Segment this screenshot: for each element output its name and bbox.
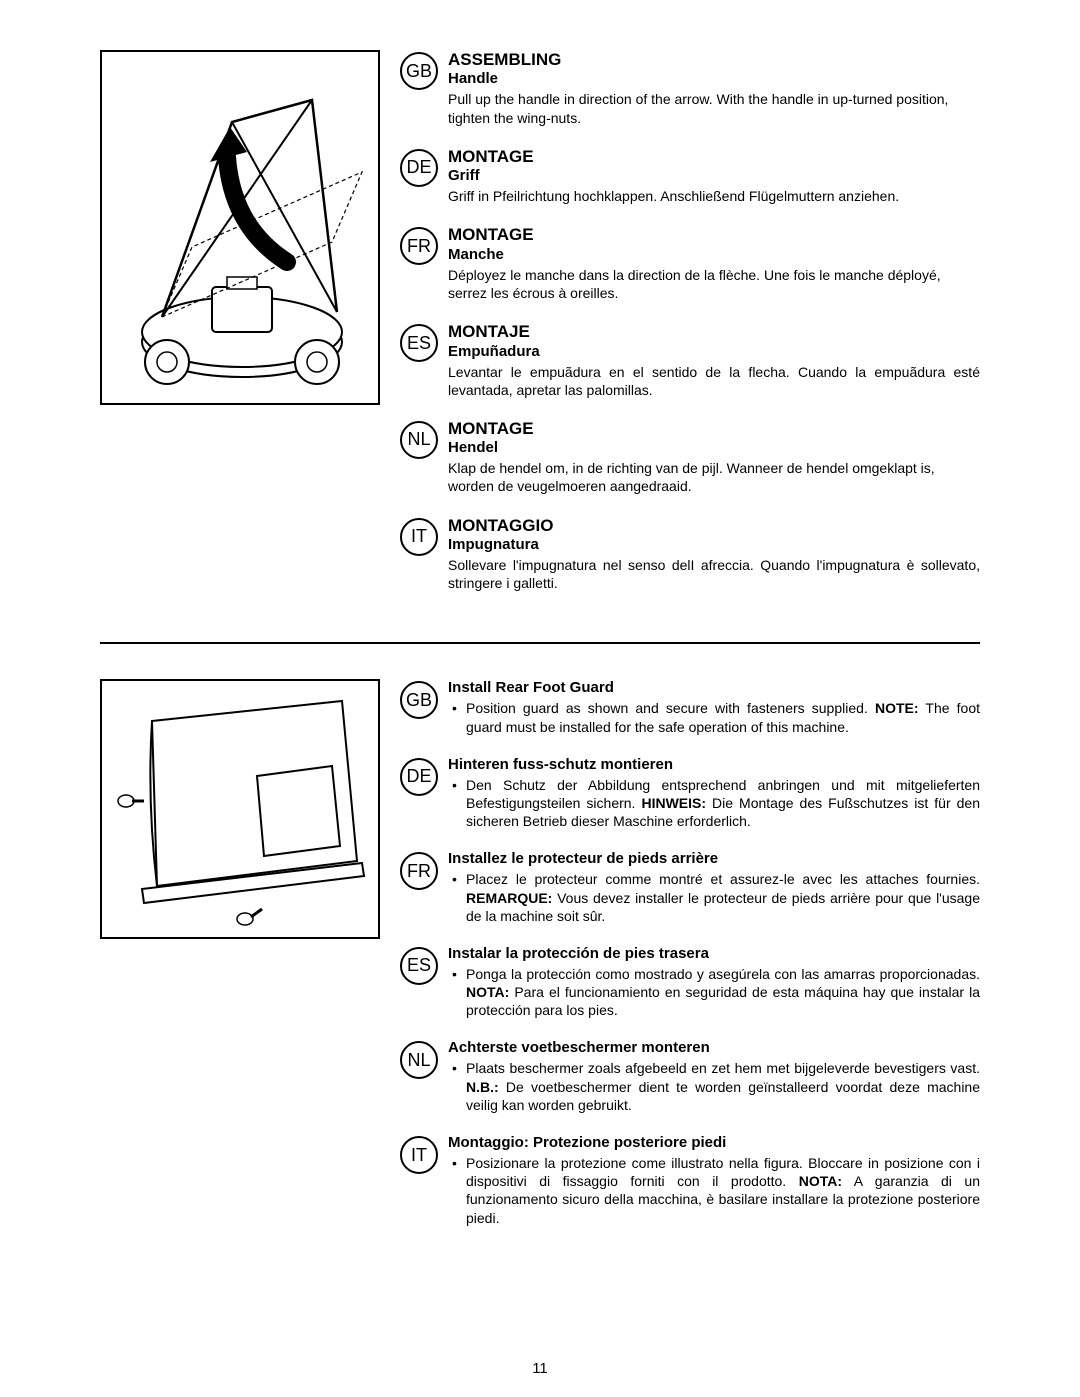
block2-nl: NL Achterste voetbeschermer monteren Pla… bbox=[400, 1039, 980, 1114]
heading-foot-guard-gb: Install Rear Foot Guard bbox=[448, 679, 980, 697]
block-gb: GB ASSEMBLING Handle Pull up the handle … bbox=[400, 50, 980, 127]
section1-text: GB ASSEMBLING Handle Pull up the handle … bbox=[400, 50, 980, 612]
text-gb: Pull up the handle in direction of the a… bbox=[448, 90, 980, 126]
bullet-fr: Placez le protecteur comme montré et ass… bbox=[448, 870, 980, 925]
subheading-impugnatura: Impugnatura bbox=[448, 536, 980, 554]
lang-badge-gb-2: GB bbox=[400, 681, 438, 719]
subheading-hendel: Hendel bbox=[448, 439, 980, 457]
heading-foot-guard-it: Montaggio: Protezione posteriore piedi bbox=[448, 1134, 980, 1152]
heading-assembling: ASSEMBLING bbox=[448, 50, 980, 70]
section-handle: GB ASSEMBLING Handle Pull up the handle … bbox=[100, 50, 980, 612]
heading-montage-nl: MONTAGE bbox=[448, 419, 980, 439]
lang-badge-nl-2: NL bbox=[400, 1041, 438, 1079]
block-es: ES MONTAJE Empuñadura Levantar le empuãd… bbox=[400, 322, 980, 399]
lang-badge-es: ES bbox=[400, 324, 438, 362]
illustration-handle bbox=[100, 50, 380, 405]
heading-foot-guard-fr: Installez le protecteur de pieds arrière bbox=[448, 850, 980, 868]
text-it: Sollevare l'impugnatura nel senso delI a… bbox=[448, 556, 980, 592]
text-es: Levantar le empuãdura en el sentido de l… bbox=[448, 363, 980, 399]
lang-badge-it-2: IT bbox=[400, 1136, 438, 1174]
block2-es: ES Instalar la protección de pies traser… bbox=[400, 945, 980, 1020]
bullet-it: Posizionare la protezione come illustrat… bbox=[448, 1154, 980, 1227]
heading-foot-guard-es: Instalar la protección de pies trasera bbox=[448, 945, 980, 963]
text-nl: Klap de hendel om, in de richting van de… bbox=[448, 459, 980, 495]
bullet-de: Den Schutz der Abbildung entsprechend an… bbox=[448, 776, 980, 831]
subheading-handle: Handle bbox=[448, 70, 980, 88]
block2-it: IT Montaggio: Protezione posteriore pied… bbox=[400, 1134, 980, 1227]
section-divider bbox=[100, 642, 980, 644]
block-it: IT MONTAGGIO Impugnatura Sollevare l'imp… bbox=[400, 516, 980, 593]
heading-montaggio: MONTAGGIO bbox=[448, 516, 980, 536]
lang-badge-fr-2: FR bbox=[400, 852, 438, 890]
lang-badge-gb: GB bbox=[400, 52, 438, 90]
block2-gb: GB Install Rear Foot Guard Position guar… bbox=[400, 679, 980, 735]
lang-badge-nl: NL bbox=[400, 421, 438, 459]
heading-foot-guard-de: Hinteren fuss-schutz montieren bbox=[448, 756, 980, 774]
block-fr: FR MONTAGE Manche Déployez le manche dan… bbox=[400, 225, 980, 302]
subheading-empunadura: Empuñadura bbox=[448, 343, 980, 361]
heading-foot-guard-nl: Achterste voetbeschermer monteren bbox=[448, 1039, 980, 1057]
subheading-griff: Griff bbox=[448, 167, 980, 185]
heading-montaje: MONTAJE bbox=[448, 322, 980, 342]
illustration-foot-guard bbox=[100, 679, 380, 939]
block2-fr: FR Installez le protecteur de pieds arri… bbox=[400, 850, 980, 925]
block-de: DE MONTAGE Griff Griff in Pfeilrichtung … bbox=[400, 147, 980, 206]
subheading-manche: Manche bbox=[448, 246, 980, 264]
page-number: 11 bbox=[0, 1360, 1080, 1377]
block-nl: NL MONTAGE Hendel Klap de hendel om, in … bbox=[400, 419, 980, 496]
block2-de: DE Hinteren fuss-schutz montieren Den Sc… bbox=[400, 756, 980, 831]
section2-text: GB Install Rear Foot Guard Position guar… bbox=[400, 679, 980, 1246]
lang-badge-es-2: ES bbox=[400, 947, 438, 985]
lang-badge-de: DE bbox=[400, 149, 438, 187]
manual-page: GB ASSEMBLING Handle Pull up the handle … bbox=[0, 0, 1080, 1397]
lang-badge-de-2: DE bbox=[400, 758, 438, 796]
heading-montage-de: MONTAGE bbox=[448, 147, 980, 167]
bullet-gb: Position guard as shown and secure with … bbox=[448, 699, 980, 735]
lang-badge-fr: FR bbox=[400, 227, 438, 265]
text-de: Griff in Pfeilrichtung hochklappen. Ansc… bbox=[448, 187, 980, 205]
text-fr: Déployez le manche dans la direction de … bbox=[448, 266, 980, 302]
bullet-es: Ponga la protección como mostrado y aseg… bbox=[448, 965, 980, 1020]
section-foot-guard: GB Install Rear Foot Guard Position guar… bbox=[100, 679, 980, 1246]
lang-badge-it: IT bbox=[400, 518, 438, 556]
bullet-nl: Plaats beschermer zoals afgebeeld en zet… bbox=[448, 1059, 980, 1114]
heading-montage-fr: MONTAGE bbox=[448, 225, 980, 245]
